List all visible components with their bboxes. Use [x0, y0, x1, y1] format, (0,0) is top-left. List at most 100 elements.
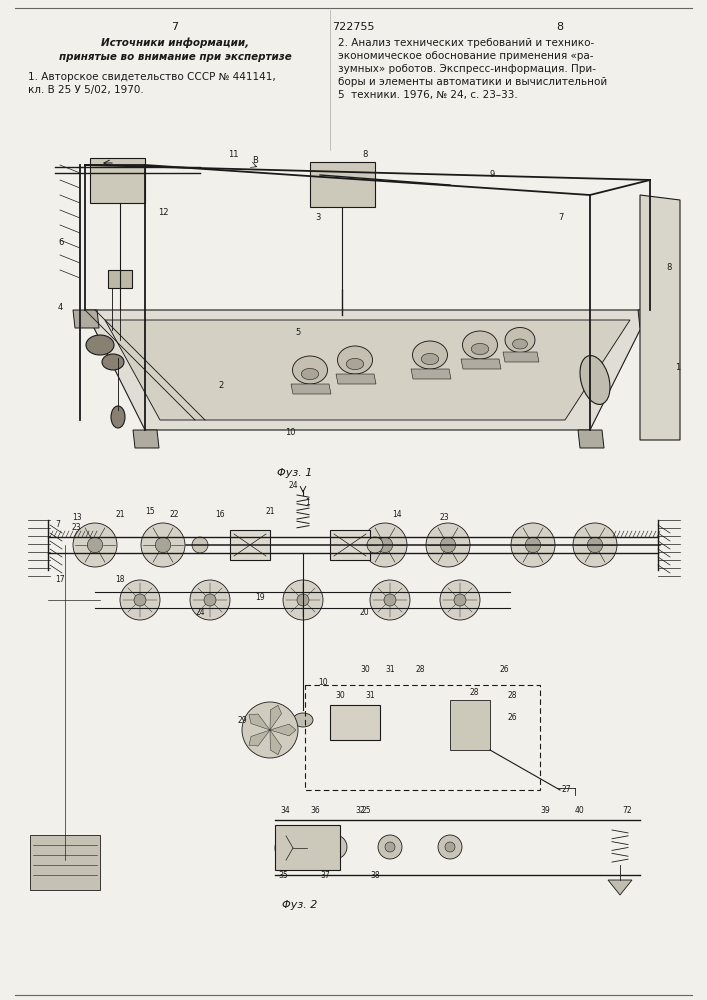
Text: 26: 26 [508, 713, 518, 722]
Circle shape [275, 830, 311, 866]
Ellipse shape [102, 354, 124, 370]
Ellipse shape [513, 339, 527, 349]
Ellipse shape [86, 335, 114, 355]
Polygon shape [270, 724, 296, 736]
Circle shape [192, 537, 208, 553]
Text: 28: 28 [508, 691, 518, 700]
Text: 8: 8 [556, 22, 563, 32]
Circle shape [190, 580, 230, 620]
Circle shape [141, 523, 185, 567]
Circle shape [370, 580, 410, 620]
Polygon shape [249, 730, 270, 746]
Ellipse shape [293, 713, 313, 727]
Text: 15: 15 [145, 507, 155, 516]
Text: 30: 30 [335, 691, 345, 700]
Text: 27: 27 [562, 785, 572, 794]
FancyBboxPatch shape [330, 705, 380, 740]
Circle shape [87, 537, 103, 553]
Text: 20: 20 [360, 608, 370, 617]
Circle shape [242, 702, 298, 758]
Circle shape [323, 835, 347, 859]
Text: кл. В 25 У 5/02, 1970.: кл. В 25 У 5/02, 1970. [28, 85, 144, 95]
Text: 12: 12 [158, 208, 168, 217]
Ellipse shape [472, 343, 489, 355]
Polygon shape [578, 430, 604, 448]
Text: 10: 10 [318, 678, 327, 687]
Text: 21: 21 [115, 510, 124, 519]
Text: 17: 17 [55, 575, 64, 584]
Circle shape [454, 594, 466, 606]
FancyBboxPatch shape [90, 158, 145, 203]
Circle shape [330, 842, 340, 852]
Circle shape [525, 537, 541, 553]
Text: 22: 22 [170, 510, 180, 519]
Circle shape [511, 523, 555, 567]
Text: 2. Анализ технических требований и технико-: 2. Анализ технических требований и техни… [338, 38, 595, 48]
Text: 19: 19 [255, 593, 264, 602]
Text: 14: 14 [392, 510, 402, 519]
FancyBboxPatch shape [450, 700, 490, 750]
Ellipse shape [462, 331, 498, 359]
Text: 4: 4 [58, 303, 63, 312]
Circle shape [293, 828, 317, 852]
Circle shape [120, 580, 160, 620]
Circle shape [73, 523, 117, 567]
Text: 31: 31 [385, 665, 395, 674]
Ellipse shape [580, 356, 610, 404]
Text: 23: 23 [440, 513, 450, 522]
Circle shape [363, 523, 407, 567]
Text: 37: 37 [320, 871, 329, 880]
Ellipse shape [293, 356, 327, 384]
Text: Источники информации,: Источники информации, [101, 38, 249, 48]
Text: боры и элементы автоматики и вычислительной: боры и элементы автоматики и вычислитель… [338, 77, 607, 87]
Polygon shape [249, 714, 270, 730]
Circle shape [426, 523, 470, 567]
Polygon shape [503, 352, 539, 362]
Polygon shape [73, 310, 99, 328]
Text: 72: 72 [622, 806, 631, 815]
Circle shape [378, 537, 392, 553]
Circle shape [297, 594, 309, 606]
Text: 8: 8 [666, 263, 672, 272]
Text: 5  техники. 1976, № 24, с. 23–33.: 5 техники. 1976, № 24, с. 23–33. [338, 90, 518, 100]
Circle shape [440, 580, 480, 620]
Text: 7: 7 [55, 520, 60, 529]
Text: Φуз. 1: Φуз. 1 [277, 468, 312, 478]
Text: 28: 28 [415, 665, 424, 674]
Text: 10: 10 [285, 428, 296, 437]
Polygon shape [105, 320, 630, 420]
Polygon shape [336, 374, 376, 384]
Text: принятые во внимание при экспертизе: принятые во внимание при экспертизе [59, 52, 291, 62]
Circle shape [283, 580, 323, 620]
Text: 3: 3 [315, 213, 320, 222]
Circle shape [300, 835, 310, 845]
Polygon shape [291, 384, 331, 394]
Text: 29: 29 [238, 716, 247, 725]
Text: Φуз. 2: Φуз. 2 [282, 900, 317, 910]
Circle shape [385, 842, 395, 852]
FancyBboxPatch shape [108, 270, 132, 288]
Text: зумных» роботов. Экспресс-информация. При-: зумных» роботов. Экспресс-информация. Пр… [338, 64, 596, 74]
FancyBboxPatch shape [330, 530, 370, 560]
Text: 2: 2 [218, 381, 223, 390]
Text: 25: 25 [362, 806, 372, 815]
Text: 35: 35 [278, 871, 288, 880]
Text: 18: 18 [115, 575, 124, 584]
Text: экономическое обоснование применения «ра-: экономическое обоснование применения «ра… [338, 51, 593, 61]
Circle shape [384, 594, 396, 606]
Text: 24: 24 [195, 608, 204, 617]
Ellipse shape [505, 328, 535, 353]
Ellipse shape [301, 368, 319, 380]
FancyBboxPatch shape [310, 162, 375, 207]
Circle shape [445, 842, 455, 852]
Text: 1: 1 [675, 363, 680, 372]
Polygon shape [461, 359, 501, 369]
Text: 9: 9 [490, 170, 495, 179]
Polygon shape [411, 369, 451, 379]
Circle shape [156, 537, 170, 553]
Circle shape [134, 594, 146, 606]
Text: 7: 7 [171, 22, 179, 32]
Polygon shape [133, 430, 159, 448]
Polygon shape [640, 195, 680, 440]
Text: 11: 11 [228, 150, 238, 159]
